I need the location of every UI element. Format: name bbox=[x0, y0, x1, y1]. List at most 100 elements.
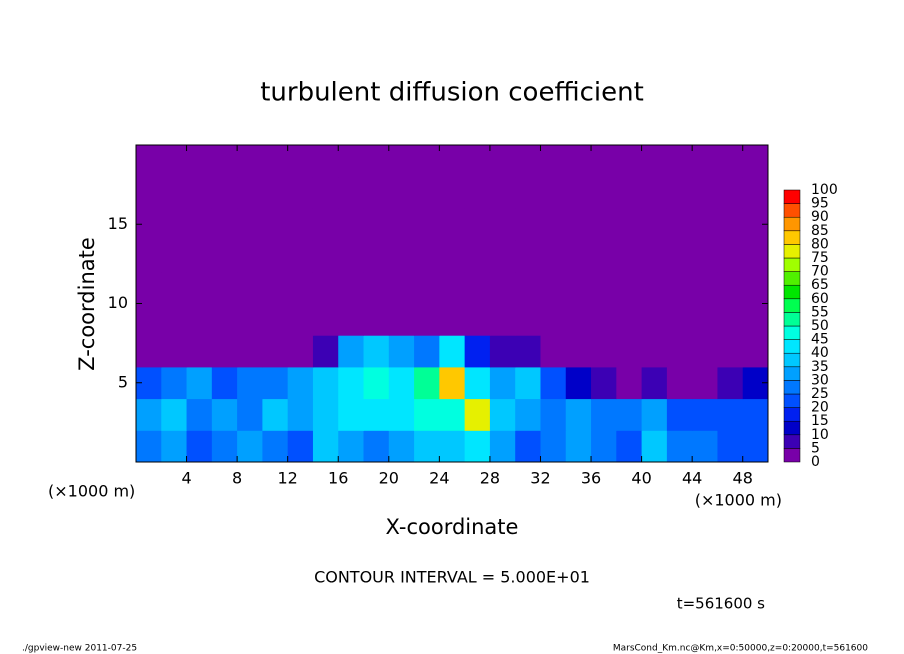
cell bbox=[515, 430, 541, 463]
cell bbox=[338, 240, 365, 273]
cell bbox=[742, 430, 769, 463]
x-axis-label: X-coordinate bbox=[386, 515, 519, 539]
x-tick-label: 12 bbox=[278, 469, 298, 488]
cell bbox=[641, 145, 668, 178]
x-tick-label: 20 bbox=[379, 469, 399, 488]
cell bbox=[211, 176, 238, 209]
cell bbox=[237, 208, 263, 241]
cell bbox=[211, 208, 238, 241]
cell bbox=[136, 430, 162, 463]
cell bbox=[287, 303, 314, 336]
colorbar-swatch bbox=[783, 298, 801, 313]
cell bbox=[742, 335, 769, 368]
cell bbox=[565, 145, 592, 178]
colorbar-swatch bbox=[783, 325, 801, 340]
cell bbox=[692, 271, 718, 304]
cell bbox=[388, 303, 415, 336]
cell bbox=[136, 271, 162, 304]
cell bbox=[312, 176, 339, 209]
cell bbox=[540, 176, 567, 209]
cell bbox=[591, 303, 617, 336]
y-tick-label: 5 bbox=[118, 372, 128, 391]
cell bbox=[692, 145, 718, 178]
cell bbox=[161, 366, 188, 400]
cell bbox=[312, 145, 339, 178]
x-tick-label: 36 bbox=[581, 469, 601, 488]
colorbar-swatch bbox=[783, 271, 801, 286]
cell bbox=[515, 303, 541, 336]
cell bbox=[641, 366, 668, 400]
cell bbox=[262, 430, 289, 463]
cell bbox=[742, 398, 769, 431]
cell bbox=[363, 145, 390, 178]
cell bbox=[464, 335, 491, 368]
cell bbox=[692, 176, 718, 209]
cell bbox=[338, 303, 365, 336]
colorbar-swatch bbox=[783, 230, 801, 245]
cell bbox=[388, 430, 415, 463]
contour-interval: CONTOUR INTERVAL = 5.000E+01 bbox=[314, 568, 590, 587]
cell bbox=[717, 208, 744, 241]
cell bbox=[414, 176, 440, 209]
cell bbox=[464, 145, 491, 178]
x-tick-label: 48 bbox=[733, 469, 753, 488]
footer-right: MarsCond_Km.nc@Km,x=0:50000,z=0:20000,t=… bbox=[613, 644, 868, 654]
cell bbox=[540, 366, 567, 400]
colorbar-swatch bbox=[783, 189, 801, 204]
cell bbox=[287, 398, 314, 431]
colorbar-label: 20 bbox=[811, 400, 829, 416]
cell bbox=[136, 303, 162, 336]
x-tick-label: 28 bbox=[480, 469, 500, 488]
colorbar-swatch bbox=[783, 380, 801, 395]
cell bbox=[388, 176, 415, 209]
colorbar-label: 15 bbox=[811, 413, 829, 429]
cell bbox=[338, 176, 365, 209]
cell bbox=[515, 335, 541, 368]
cell bbox=[312, 240, 339, 273]
cell bbox=[540, 335, 567, 368]
cell bbox=[540, 271, 567, 304]
cell bbox=[565, 208, 592, 241]
cell bbox=[262, 240, 289, 273]
cell bbox=[742, 145, 769, 178]
cell bbox=[161, 271, 188, 304]
x-tick-label: 4 bbox=[181, 469, 191, 488]
cell bbox=[742, 176, 769, 209]
cell bbox=[338, 398, 365, 431]
cell bbox=[515, 176, 541, 209]
cell bbox=[565, 335, 592, 368]
cell bbox=[464, 430, 491, 463]
cell bbox=[414, 240, 440, 273]
cell bbox=[641, 398, 668, 431]
colorbar-label: 75 bbox=[811, 250, 829, 266]
cell bbox=[489, 271, 516, 304]
cell bbox=[616, 271, 643, 304]
colorbar-label: 55 bbox=[811, 304, 829, 320]
cell bbox=[414, 430, 440, 463]
colorbar-label: 65 bbox=[811, 277, 829, 293]
cell bbox=[211, 430, 238, 463]
colorbar-label: 10 bbox=[811, 427, 829, 443]
cell bbox=[262, 208, 289, 241]
cell bbox=[489, 303, 516, 336]
y-unit: (×1000 m) bbox=[48, 482, 135, 501]
cell bbox=[616, 208, 643, 241]
cell bbox=[540, 430, 567, 463]
cell bbox=[363, 430, 390, 463]
cell bbox=[136, 145, 162, 178]
cell bbox=[666, 398, 693, 431]
cell bbox=[161, 303, 188, 336]
cell bbox=[312, 271, 339, 304]
cell bbox=[161, 335, 188, 368]
cell bbox=[540, 303, 567, 336]
cell bbox=[616, 240, 643, 273]
cell bbox=[591, 208, 617, 241]
colorbar-swatch bbox=[783, 393, 801, 408]
cell bbox=[717, 145, 744, 178]
cell bbox=[363, 176, 390, 209]
x-tick-label: 44 bbox=[682, 469, 702, 488]
cell bbox=[591, 145, 617, 178]
cell bbox=[338, 145, 365, 178]
colorbar-swatch bbox=[783, 420, 801, 436]
